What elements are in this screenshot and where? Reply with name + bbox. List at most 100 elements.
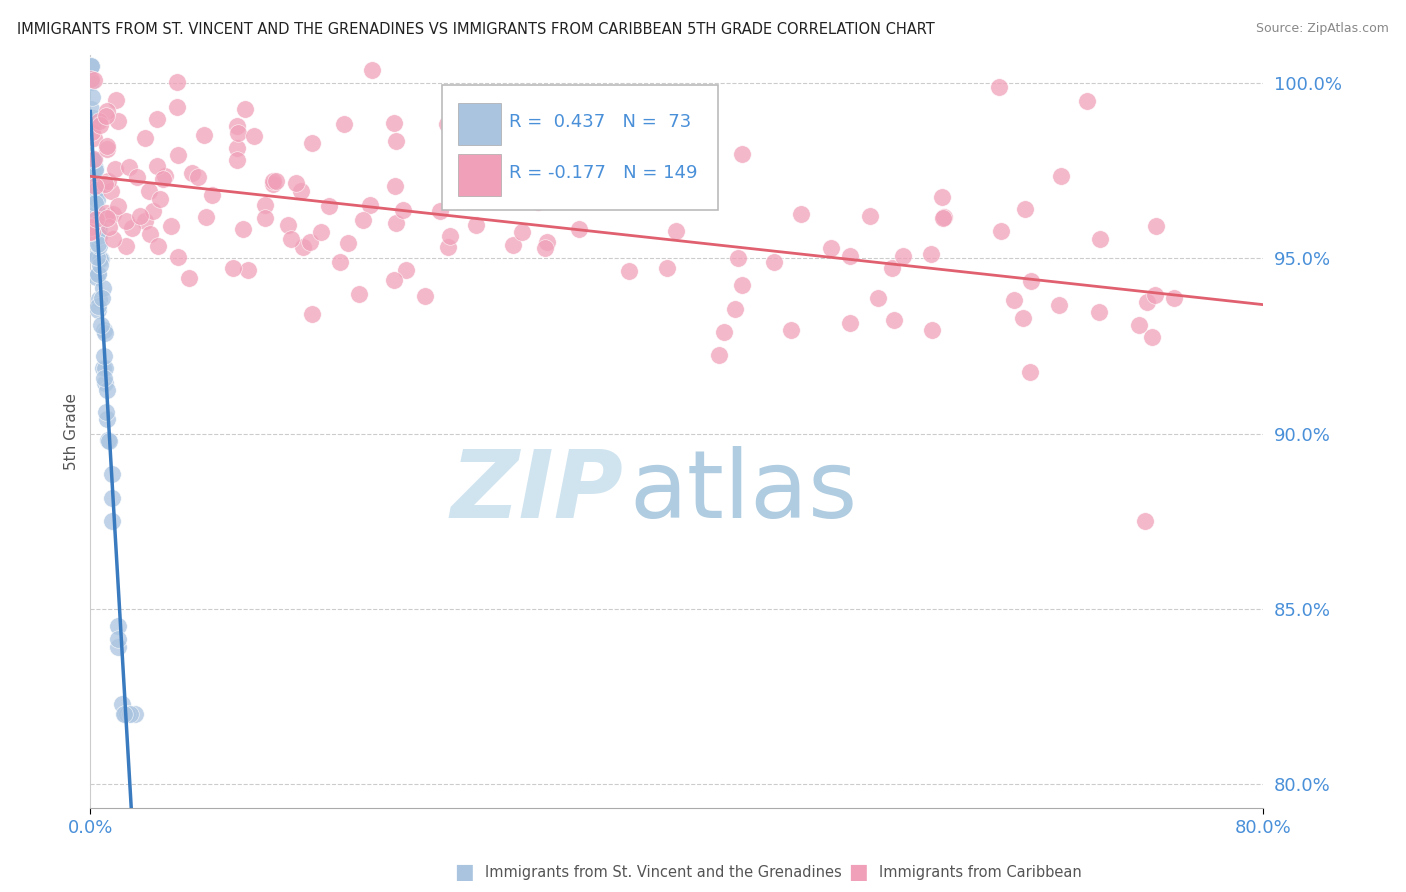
Point xyxy=(262,177,284,191)
Point xyxy=(839,249,862,263)
Point xyxy=(103,207,125,221)
Point xyxy=(94,376,117,391)
Point xyxy=(91,361,114,376)
Point xyxy=(527,194,550,209)
Point xyxy=(98,220,121,235)
Text: Source: ZipAtlas.com: Source: ZipAtlas.com xyxy=(1256,22,1389,36)
Point xyxy=(385,134,408,148)
Point xyxy=(90,252,112,267)
Point xyxy=(98,434,121,449)
Point xyxy=(82,112,104,126)
Point xyxy=(437,240,460,254)
Point xyxy=(97,434,120,448)
Point xyxy=(79,75,101,89)
Point xyxy=(337,235,360,250)
Point xyxy=(146,159,169,173)
Point xyxy=(82,166,104,180)
Point xyxy=(82,225,104,239)
Point xyxy=(167,147,190,161)
Point xyxy=(79,114,101,128)
Point xyxy=(86,211,108,225)
Point xyxy=(891,249,914,263)
Point xyxy=(361,62,384,77)
Point xyxy=(301,307,323,321)
Y-axis label: 5th Grade: 5th Grade xyxy=(65,393,79,470)
Point xyxy=(83,161,105,175)
Text: ■: ■ xyxy=(454,863,474,882)
Point xyxy=(84,222,107,236)
Point xyxy=(83,153,105,167)
Point xyxy=(94,326,117,340)
Point xyxy=(731,147,754,161)
Point xyxy=(97,174,120,188)
Point xyxy=(84,179,107,194)
Point xyxy=(80,220,103,235)
Point xyxy=(80,113,103,128)
Point xyxy=(384,178,406,193)
Text: IMMIGRANTS FROM ST. VINCENT AND THE GRENADINES VS IMMIGRANTS FROM CARIBBEAN 5TH : IMMIGRANTS FROM ST. VINCENT AND THE GREN… xyxy=(17,22,935,37)
Point xyxy=(780,323,803,337)
Point xyxy=(1128,318,1150,333)
Point xyxy=(222,260,245,275)
Point xyxy=(859,209,882,223)
Point xyxy=(93,323,115,337)
Point xyxy=(96,404,118,418)
Point xyxy=(731,277,754,292)
Point xyxy=(465,218,488,232)
Text: R = -0.177   N = 149: R = -0.177 N = 149 xyxy=(509,164,697,182)
Point xyxy=(1135,514,1157,528)
Point xyxy=(101,491,124,506)
Point xyxy=(82,153,104,167)
Point xyxy=(146,112,169,126)
Point xyxy=(86,212,108,227)
Point xyxy=(87,267,110,281)
Point xyxy=(920,246,942,260)
Point xyxy=(115,706,138,721)
Point xyxy=(225,119,247,133)
Point xyxy=(84,269,107,284)
Point xyxy=(990,224,1012,238)
Point xyxy=(177,270,200,285)
Point xyxy=(84,197,107,211)
Point xyxy=(763,255,786,269)
Point xyxy=(83,162,105,177)
Point xyxy=(148,239,170,253)
Point xyxy=(166,75,188,89)
Point xyxy=(86,267,108,281)
Point xyxy=(155,169,177,183)
Point xyxy=(84,187,107,202)
Point xyxy=(121,221,143,235)
Point xyxy=(86,193,108,207)
Point xyxy=(80,72,103,87)
Point xyxy=(89,118,111,132)
Point xyxy=(91,291,114,305)
Point xyxy=(101,467,124,481)
Point xyxy=(1014,202,1036,216)
Point xyxy=(159,219,181,233)
Point xyxy=(709,348,731,362)
Point xyxy=(1090,232,1112,246)
Point xyxy=(1143,288,1166,302)
Point xyxy=(301,136,323,150)
Point xyxy=(117,160,139,174)
Point xyxy=(392,203,415,218)
Point xyxy=(114,706,136,721)
Point xyxy=(79,225,101,239)
Point xyxy=(96,104,118,119)
Point xyxy=(134,130,156,145)
Point xyxy=(201,188,224,202)
Point xyxy=(284,176,307,190)
Point xyxy=(114,239,136,253)
Text: ■: ■ xyxy=(848,863,868,882)
Point xyxy=(86,204,108,219)
Point xyxy=(82,125,104,139)
Point xyxy=(1136,294,1159,309)
Point xyxy=(309,225,332,239)
Point xyxy=(83,72,105,87)
Point xyxy=(727,252,749,266)
Point xyxy=(931,190,953,204)
Point xyxy=(125,170,148,185)
Point xyxy=(91,281,114,295)
Point xyxy=(439,229,461,244)
Point xyxy=(87,236,110,251)
